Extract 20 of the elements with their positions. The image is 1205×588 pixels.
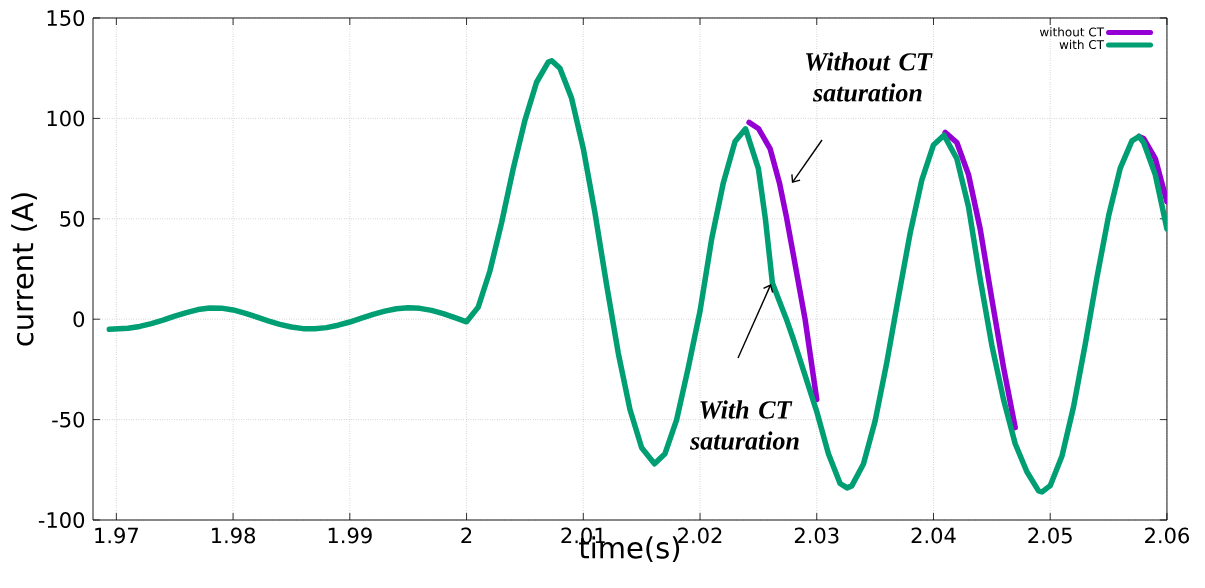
x-tick-label: 1.97 — [95, 527, 138, 544]
x-tick-label: 2.06 — [1145, 527, 1189, 544]
legend-label: without CT — [1039, 27, 1105, 37]
x-tick-label: 1.99 — [328, 527, 372, 544]
annotation: Without CT saturation — [805, 52, 933, 102]
y-tick-label: 100 — [47, 110, 85, 127]
x-tick-label: 2.05 — [1028, 527, 1072, 544]
y-axis-title: current (A) — [11, 193, 37, 346]
y-tick-label: -50 — [52, 411, 85, 428]
x-tick-label: 2 — [461, 527, 472, 544]
y-tick-label: -100 — [38, 512, 85, 528]
x-tick-label: 2.04 — [911, 527, 956, 544]
annotation: With CT saturation — [689, 400, 799, 450]
y-tick-label: 0 — [73, 311, 85, 328]
y-tick-label: 50 — [60, 210, 85, 227]
x-tick-label: 2.02 — [678, 527, 722, 544]
x-tick-label: 1.98 — [212, 527, 256, 544]
legend-label: with CT — [1059, 39, 1105, 50]
x-tick-label: 2.03 — [794, 527, 839, 544]
y-tick-label: 150 — [47, 10, 85, 26]
